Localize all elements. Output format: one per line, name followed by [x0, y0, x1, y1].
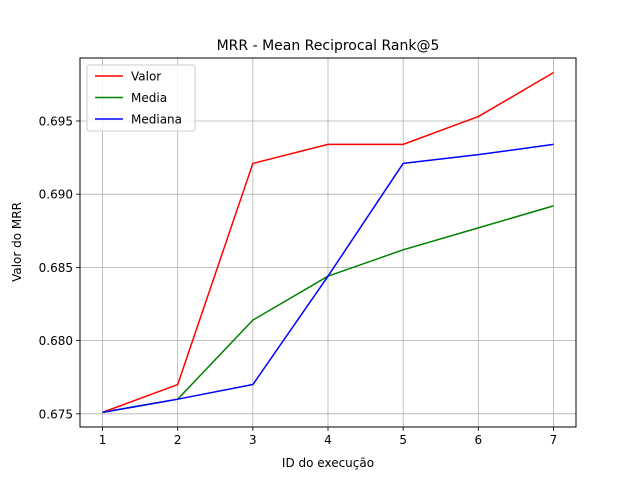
x-tick-label: 7 — [550, 433, 558, 447]
series-line-valor — [102, 71, 554, 414]
series-lines — [102, 71, 554, 414]
legend-label-media: Media — [131, 91, 167, 105]
y-tick-label: 0.695 — [39, 114, 73, 128]
x-tick-label: 5 — [399, 433, 407, 447]
series-line-mediana — [102, 143, 554, 414]
x-tick-label: 6 — [474, 433, 482, 447]
x-tick-label: 4 — [324, 433, 332, 447]
y-tick-label: 0.675 — [39, 407, 73, 421]
grid — [80, 58, 576, 427]
legend-label-valor: Valor — [131, 70, 161, 84]
legend-label-mediana: Mediana — [131, 113, 182, 127]
x-tick-label: 3 — [249, 433, 257, 447]
chart-title: MRR - Mean Reciprocal Rank@5 — [217, 38, 440, 54]
y-tick-label: 0.685 — [39, 261, 73, 275]
y-tick-label: 0.690 — [39, 188, 73, 202]
legend: Valor Media Mediana — [86, 64, 196, 132]
legend-box — [86, 64, 196, 132]
axis-ticks: 1 2 3 4 5 6 7 0.675 0.680 0.685 0.690 0.695 — [39, 114, 558, 447]
y-axis-label: Valor do MRR — [10, 202, 24, 282]
x-tick-label: 2 — [174, 433, 182, 447]
x-tick-label: 1 — [99, 433, 107, 447]
x-axis-label: ID do execução — [282, 456, 374, 470]
y-tick-label: 0.680 — [39, 334, 73, 348]
